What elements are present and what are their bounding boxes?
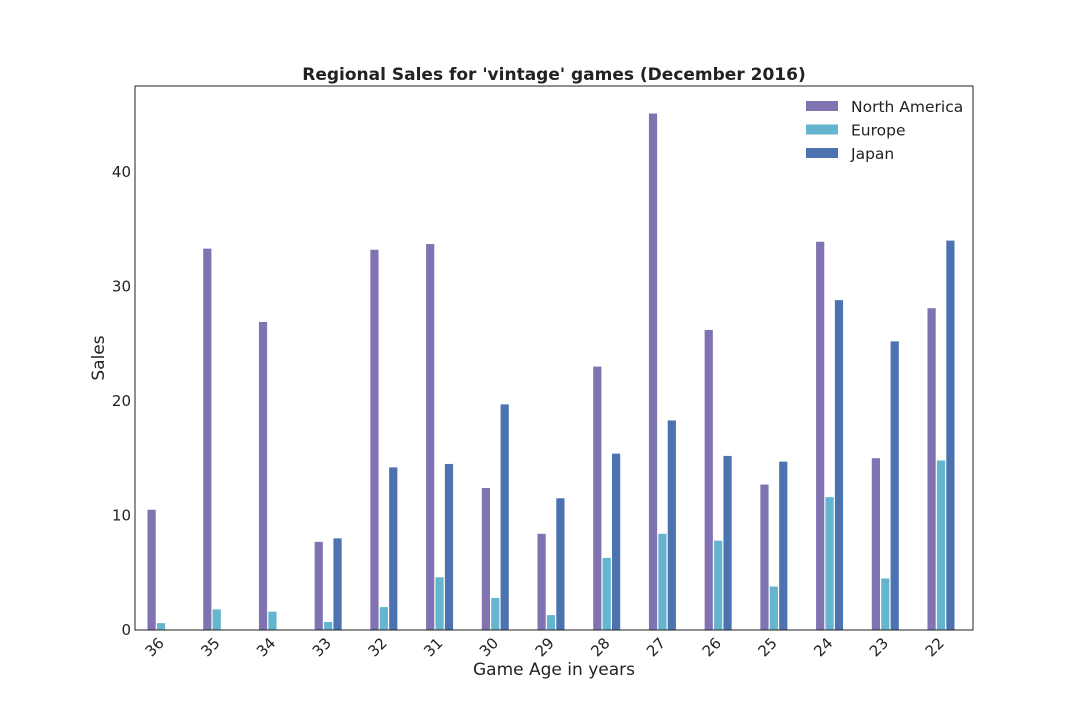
x-tick-label: 33 <box>309 634 335 660</box>
bar-europe-35 <box>212 609 221 630</box>
x-tick-label: 28 <box>587 634 613 660</box>
bar-europe-23 <box>881 578 890 630</box>
bar-europe-31 <box>435 577 444 630</box>
bar-japan-30 <box>500 404 509 630</box>
bar-europe-33 <box>324 621 333 630</box>
bar-japan-33 <box>333 538 342 630</box>
x-tick-label: 31 <box>420 634 446 660</box>
bar-japan-22 <box>946 240 955 631</box>
bar-north-america-27 <box>648 113 658 631</box>
bar-north-america-28 <box>593 366 602 630</box>
bar-europe-26 <box>714 540 723 630</box>
bar-north-america-31 <box>426 244 435 631</box>
bar-north-america-35 <box>203 248 212 630</box>
bar-north-america-23 <box>871 458 880 630</box>
y-tick-label: 10 <box>112 507 131 525</box>
bar-europe-25 <box>769 586 778 630</box>
bar-japan-24 <box>834 300 844 630</box>
x-tick-label: 36 <box>142 634 168 660</box>
x-axis-ticks: 36 35 34 33 32 31 30 29 28 27 26 25 24 23 22 <box>142 634 948 660</box>
bar-north-america-25 <box>760 484 769 630</box>
bar-europe-27 <box>658 533 667 630</box>
bar-europe-29 <box>546 615 556 630</box>
bar-north-america-30 <box>481 487 490 630</box>
x-tick-label: 32 <box>364 634 390 660</box>
bar-japan-32 <box>389 467 398 630</box>
bar-japan-27 <box>667 420 676 630</box>
bar-europe-22 <box>936 460 946 630</box>
bar-japan-28 <box>612 453 621 630</box>
legend-label-europe: Europe <box>851 122 906 140</box>
bar-north-america-26 <box>704 329 713 630</box>
x-tick-label: 35 <box>197 634 223 660</box>
chart-title: Regional Sales for 'vintage' games (Dece… <box>302 65 805 85</box>
y-tick-label: 20 <box>112 392 131 410</box>
x-axis-label: Game Age in years <box>473 660 635 680</box>
y-axis-ticks: 0 10 20 30 40 <box>112 163 131 639</box>
x-tick-label: 34 <box>253 634 279 660</box>
y-tick-label: 30 <box>112 277 131 295</box>
bars-group <box>147 113 955 631</box>
plot-frame <box>134 85 974 631</box>
legend-label-north-america: North America <box>851 98 963 116</box>
bar-europe-36 <box>156 623 166 630</box>
bar-japan-26 <box>723 455 732 630</box>
bar-europe-30 <box>491 597 500 630</box>
y-axis-label: Sales <box>89 335 109 380</box>
bar-europe-34 <box>268 611 277 630</box>
legend-swatch-europe <box>806 124 838 135</box>
bar-japan-31 <box>444 463 454 630</box>
y-tick-label: 40 <box>112 163 131 181</box>
x-tick-label: 22 <box>922 634 948 660</box>
bar-europe-24 <box>825 497 834 630</box>
legend: North America Europe Japan <box>806 98 963 163</box>
bar-europe-32 <box>379 607 388 630</box>
x-tick-label: 26 <box>699 634 725 660</box>
x-tick-label: 25 <box>754 634 780 660</box>
bar-japan-25 <box>779 461 788 630</box>
bar-north-america-22 <box>927 308 936 630</box>
bar-north-america-33 <box>314 541 323 630</box>
x-tick-label: 24 <box>810 634 836 660</box>
bar-north-america-34 <box>258 321 268 630</box>
bar-japan-23 <box>890 341 899 630</box>
x-tick-label: 29 <box>532 634 558 660</box>
x-tick-label: 23 <box>866 634 892 660</box>
bar-north-america-29 <box>537 533 546 630</box>
bar-japan-29 <box>556 498 565 630</box>
x-tick-label: 30 <box>476 634 502 660</box>
x-tick-label: 27 <box>643 634 669 660</box>
legend-swatch-north-america <box>806 101 838 111</box>
bar-north-america-36 <box>147 509 156 630</box>
legend-swatch-japan <box>806 148 838 158</box>
bar-europe-28 <box>602 557 611 630</box>
bar-north-america-32 <box>370 249 379 630</box>
legend-label-japan: Japan <box>850 145 894 163</box>
y-tick-label: 0 <box>121 621 131 639</box>
bar-north-america-24 <box>816 241 825 630</box>
